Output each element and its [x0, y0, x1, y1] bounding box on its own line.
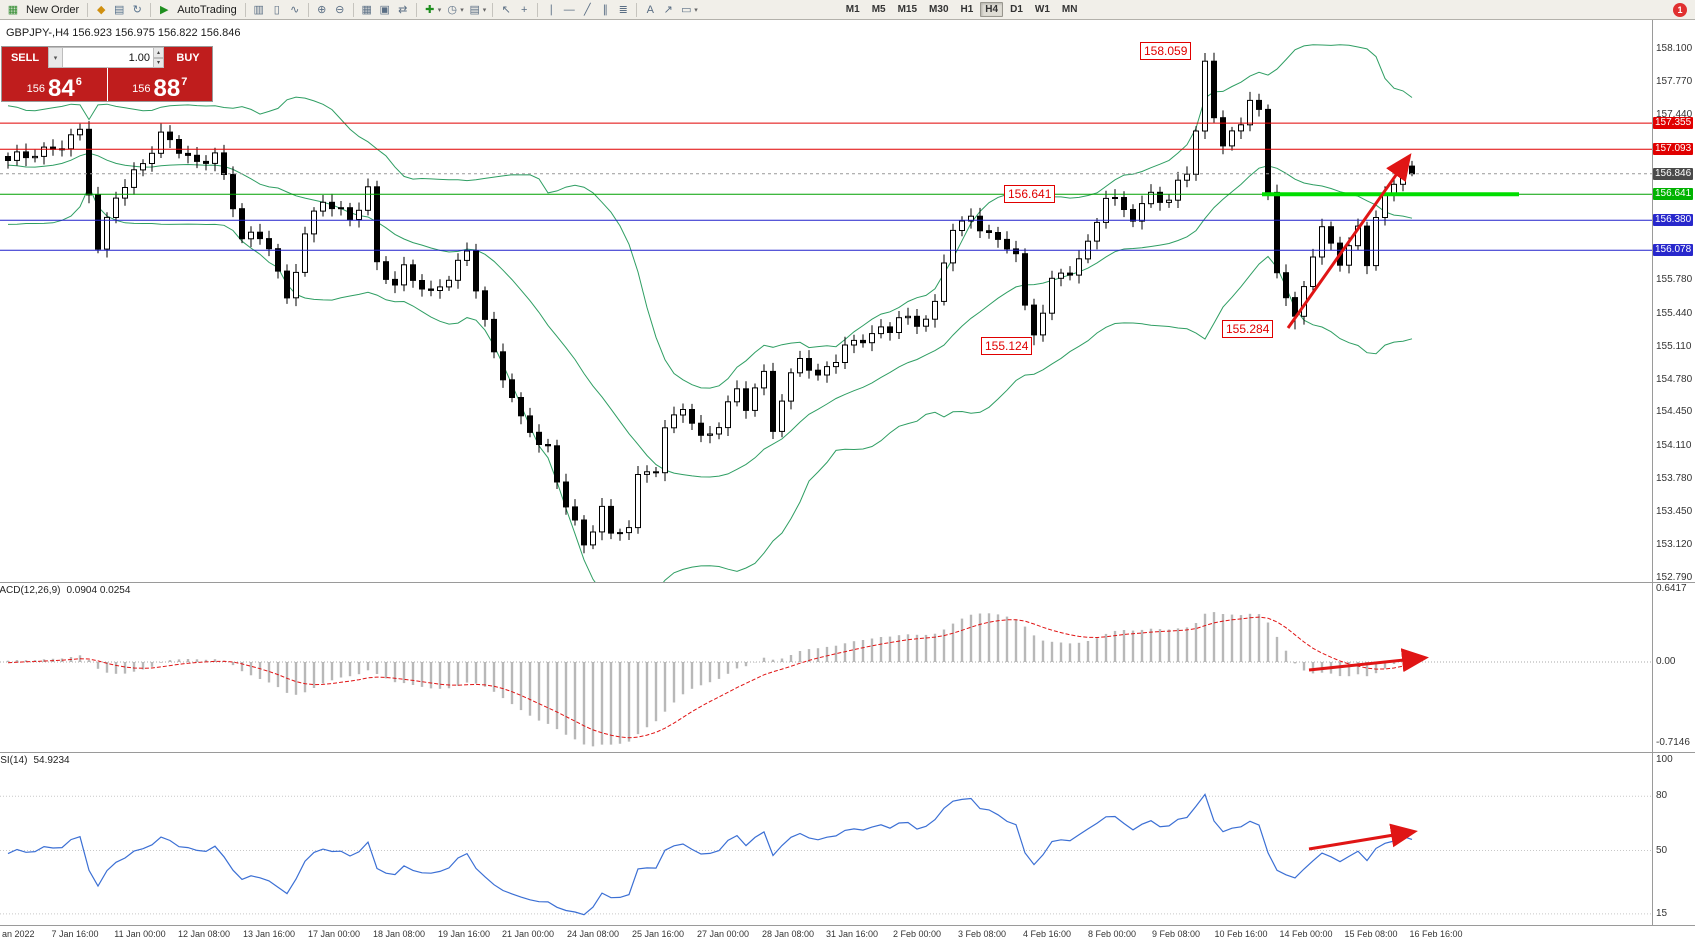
macd-values: 0.0904 0.0254: [66, 585, 131, 596]
zoom-in-icon[interactable]: ⊕: [317, 4, 327, 16]
timeframe-m5[interactable]: M5: [871, 4, 886, 15]
tile-windows-icon[interactable]: ▦: [361, 4, 372, 16]
buy-price-sup: 7: [181, 76, 188, 88]
zoom-out-icon[interactable]: ⊖: [335, 4, 345, 16]
notification-badge[interactable]: 1: [1673, 2, 1687, 17]
timeframe-m1[interactable]: M1: [845, 4, 860, 15]
new-order-icon[interactable]: ▦: [7, 4, 19, 16]
toolbar-separator: [492, 2, 494, 17]
template-icon-dropdown[interactable]: ▾: [482, 6, 487, 14]
toolbar-separator: [150, 2, 152, 17]
symbol-ohlc-label: GBPJPY-,H4 156.923 156.975 156.822 156.8…: [6, 27, 241, 39]
cursor-icon[interactable]: ↖: [501, 4, 511, 16]
template-icon[interactable]: ▤: [469, 4, 480, 16]
sell-price-button[interactable]: 156 84 6: [2, 68, 107, 101]
toolbar-separator: [415, 2, 417, 17]
volume-stepper[interactable]: ▴ ▾: [153, 47, 164, 68]
refresh-icon[interactable]: ↻: [132, 4, 142, 16]
timeframe-w1[interactable]: W1: [1034, 4, 1050, 15]
shapes-icon-dropdown[interactable]: ▾: [694, 6, 698, 14]
macd-indicator-label: MACD(12,26,9) 0.0904 0.0254: [0, 585, 130, 596]
add-indicator-icon[interactable]: ✚: [425, 4, 435, 16]
period-selector-icon[interactable]: ◷: [447, 4, 458, 16]
timeframe-m30[interactable]: M30: [929, 4, 949, 15]
autotrading-icon[interactable]: ▶: [159, 4, 169, 16]
period-selector-icon-dropdown[interactable]: ▾: [460, 6, 464, 14]
autotrading-button[interactable]: AutoTrading: [177, 3, 237, 16]
timeframe-d1[interactable]: D1: [1010, 4, 1023, 15]
vertical-line-icon[interactable]: ∣: [548, 4, 555, 16]
sell-price-prefix: 156: [26, 83, 46, 95]
sell-button[interactable]: SELL: [2, 47, 48, 68]
shapes-icon[interactable]: ▭: [681, 4, 692, 16]
equidistant-channel-icon[interactable]: ∥: [602, 4, 609, 16]
trendline-icon[interactable]: ╱: [583, 4, 591, 16]
buy-price-main: 88: [153, 74, 181, 102]
timeframe-mn[interactable]: MN: [1061, 4, 1078, 15]
panel-separator[interactable]: [0, 752, 1695, 753]
volume-up-icon[interactable]: ▴: [153, 47, 164, 58]
horizontal-line-icon[interactable]: ―: [563, 3, 575, 16]
toolbar-separator: [636, 2, 638, 17]
one-click-trading-panel: SELL ▾ 1.00 ▴ ▾ BUY 156 84 6 156 88 7: [1, 46, 213, 102]
timeframe-h1[interactable]: H1: [960, 4, 974, 15]
toolbar-separator: [87, 2, 89, 17]
add-indicator-icon-dropdown[interactable]: ▾: [437, 6, 442, 14]
text-label-icon[interactable]: A: [646, 3, 654, 16]
toolbar-separator: [307, 2, 309, 17]
print-icon[interactable]: ▤: [113, 4, 125, 16]
volume-down-icon[interactable]: ▾: [153, 57, 164, 68]
new-order-button[interactable]: New Order: [26, 3, 80, 16]
bar-chart-icon[interactable]: ▥: [253, 4, 264, 16]
line-chart-icon[interactable]: ∿: [290, 4, 300, 16]
crosshair-icon[interactable]: +: [521, 3, 528, 16]
chart-shift-icon[interactable]: ⇄: [398, 4, 408, 16]
toolbar-separator: [244, 2, 246, 17]
mql5-community-icon[interactable]: ◆: [96, 4, 106, 16]
toolbar: ▦ New Order ◆ ▤ ↻ ▶ AutoTrading ▥ ▯ ∿ ⊕ ⊖ ▦ ▣ ⇄ ✚ ▾ ◷ ▾ ▤ ▾ ↖…: [0, 0, 1695, 20]
toolbar-separator: [537, 2, 539, 17]
macd-name: MACD(12,26,9): [0, 585, 61, 596]
buy-price-prefix: 156: [132, 83, 151, 95]
rsi-name: RSI(14): [0, 755, 28, 766]
sell-price-sup: 6: [75, 76, 82, 88]
price-scale-border: [1652, 20, 1653, 925]
timeframe-m15[interactable]: M15: [897, 4, 918, 15]
volume-dropdown[interactable]: ▾: [48, 47, 63, 68]
fibonacci-icon[interactable]: ≣: [618, 4, 628, 16]
timeframe-h4[interactable]: H4: [980, 2, 1004, 17]
time-axis-separator: [0, 925, 1695, 926]
volume-input[interactable]: 1.00: [63, 47, 153, 68]
rsi-indicator-label: RSI(14) 54.9234: [0, 755, 70, 766]
sell-price-main: 84: [48, 74, 75, 102]
toolbar-separator: [352, 2, 354, 17]
arrange-windows-icon[interactable]: ▣: [379, 4, 390, 16]
candlestick-chart-icon[interactable]: ▯: [273, 4, 280, 16]
panel-separator[interactable]: [0, 582, 1695, 583]
arrow-object-icon[interactable]: ↗: [663, 4, 673, 16]
buy-price-button[interactable]: 156 88 7: [107, 68, 212, 102]
rsi-value: 54.9234: [33, 755, 70, 766]
buy-button[interactable]: BUY: [164, 47, 212, 68]
